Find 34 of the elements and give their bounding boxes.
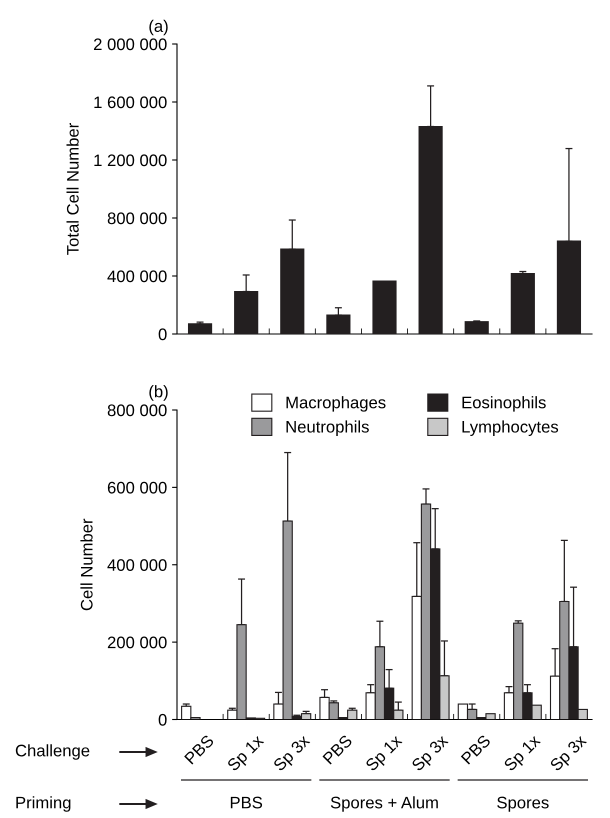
legend-label: Macrophages xyxy=(286,396,386,412)
y-tick-label: 800 000 xyxy=(108,404,167,416)
x-tick-label: Sp 1x xyxy=(503,734,544,774)
text: (a) xyxy=(149,20,168,36)
text: Priming xyxy=(16,796,70,812)
legend-label: Eosinophils xyxy=(462,396,546,412)
text: Spores + Alum xyxy=(330,796,438,812)
bar xyxy=(510,272,535,334)
y-tick-label: 0 xyxy=(158,714,167,726)
bar xyxy=(464,321,489,334)
text: (b) xyxy=(149,385,168,401)
legend-label: Lymphocytes xyxy=(462,420,558,436)
y-tick-label: 2 000 000 xyxy=(94,38,167,50)
bar xyxy=(188,323,212,334)
y-tick-label: 1 200 000 xyxy=(94,154,167,166)
y-tick-label: 600 000 xyxy=(108,482,167,494)
x-tick-label: Sp 1x xyxy=(364,734,405,774)
y-axis-title: Cell Number xyxy=(80,518,93,610)
text: Challenge xyxy=(16,744,90,760)
x-tick-label: Sp 1x xyxy=(226,734,267,774)
y-tick-label: 400 000 xyxy=(107,270,167,282)
text: PBS xyxy=(230,796,262,808)
y-tick-label: 0 xyxy=(158,328,167,340)
y-tick-label: 800 000 xyxy=(108,212,167,224)
text: Spores xyxy=(497,796,549,812)
x-tick-label: Sp 3x xyxy=(272,734,313,774)
y-tick-label: 1 600 000 xyxy=(94,96,167,108)
x-tick-label: Sp 3x xyxy=(410,734,452,774)
x-tick-label: Sp 3x xyxy=(549,734,590,774)
y-axis-title: Total Cell Number xyxy=(66,123,79,255)
y-tick-label: 400 000 xyxy=(107,559,167,571)
legend-label: Neutrophils xyxy=(286,420,369,436)
y-tick-label: 200 000 xyxy=(108,636,167,648)
bar xyxy=(372,280,397,334)
